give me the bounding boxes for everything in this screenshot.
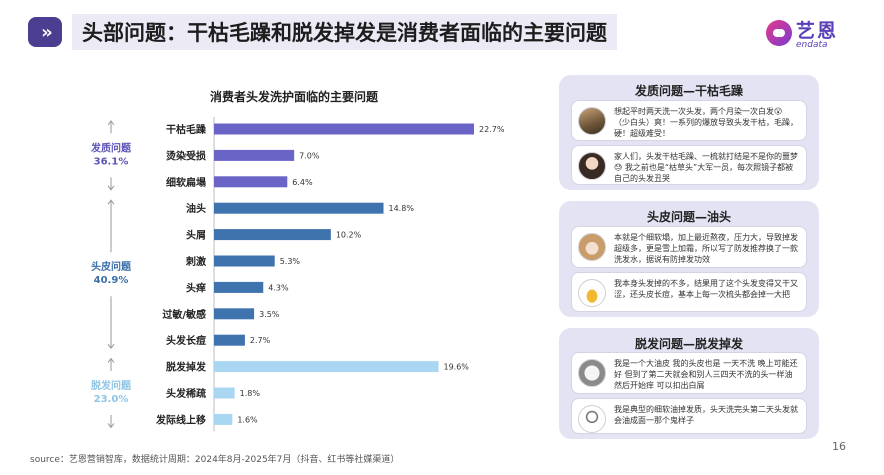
- quote-card: 本就是个细软塌，加上最近熬夜，压力大，导致掉发超级多，更是雪上加霜，所以写了防发…: [571, 226, 807, 268]
- bar: [214, 281, 264, 293]
- quote-text: 家人们，头发干枯毛躁、一梳就打结是不是你的噩梦😓 我之前也是“枯草头”大军一员，…: [614, 152, 798, 183]
- quote-card: 家人们，头发干枯毛躁、一梳就打结是不是你的噩梦😓 我之前也是“枯草头”大军一员，…: [571, 145, 807, 185]
- data-label: 10.2%: [336, 231, 362, 240]
- category-label: 头屑: [186, 229, 206, 242]
- bar: [214, 123, 474, 135]
- panel-title: 脱发问题—脱发掉发: [634, 337, 743, 351]
- data-label: 14.8%: [389, 204, 415, 213]
- quote-text: 本就是个细软塌，加上最近熬夜，压力大，导致掉发超级多，更是雪上加霜，所以写了防发…: [614, 233, 798, 264]
- bar-chart: 干枯毛躁 22.7% 烫染受损 7.0% 细软扁塌 6.4% 油头 14.8% 头屑 10.2% 刺…: [90, 117, 505, 432]
- chart-title: 消费者头发洗护面临的主要问题: [210, 90, 379, 104]
- bar: [214, 176, 288, 188]
- category-label: 发际线上移: [155, 413, 206, 426]
- category-label: 头发长痘: [166, 334, 206, 347]
- category-label: 头痒: [186, 281, 206, 294]
- group-share: 36.1%: [94, 156, 129, 167]
- arrow-down-icon: [107, 343, 115, 350]
- data-label: 6.4%: [292, 178, 313, 187]
- chevron-right-icon: »: [28, 17, 62, 47]
- bar: [214, 229, 331, 241]
- cat-avatar: [578, 359, 606, 387]
- panel-title: 头皮问题—油头: [646, 210, 731, 224]
- photo-avatar: [578, 233, 606, 261]
- logo-mark-icon: [766, 20, 792, 46]
- quote-card: 我是一个大油皮 我的头皮也是 一天不洗 晚上可能还好 但到了第二天就会和别人三四…: [571, 352, 807, 394]
- bar: [214, 308, 255, 320]
- panel-hair-loss: 脱发问题—脱发掉发 我是一个大油皮 我的头皮也是 一天不洗 晚上可能还好 但到了…: [559, 328, 819, 439]
- data-label: 2.7%: [250, 336, 271, 345]
- category-label: 干枯毛躁: [166, 123, 206, 136]
- group-label: 头皮问题: [91, 260, 132, 273]
- pineapple-avatar: [578, 279, 606, 307]
- group-share: 23.0%: [94, 394, 129, 405]
- arrow-down-icon: [107, 423, 115, 429]
- category-label: 刺激: [185, 255, 206, 268]
- data-label: 22.7%: [479, 125, 505, 134]
- arrow-up-icon: [107, 199, 115, 205]
- page-title: 头部问题：干枯毛躁和脱发掉发是消费者面临的主要问题: [72, 14, 617, 50]
- source-note: source：艺恩营销智库，数据统计周期：2024年8月-2025年7月（抖音、…: [30, 455, 400, 465]
- category-label: 过敏/敏感: [162, 308, 206, 321]
- category-label: 烫染受损: [166, 149, 206, 162]
- bar: [214, 334, 245, 346]
- quote-text: 我本身头发掉的不多，结果用了这个头发变得又干又涩，还头皮长痘，基本上每一次梳头都…: [614, 279, 798, 299]
- data-label: 3.5%: [259, 310, 280, 319]
- group-share: 40.9%: [94, 275, 129, 286]
- data-label: 19.6%: [443, 363, 469, 372]
- category-label: 头发稀疏: [166, 387, 206, 400]
- group-label: 脱发问题: [91, 379, 132, 392]
- bar: [214, 202, 384, 214]
- category-label: 油头: [186, 202, 206, 215]
- bar: [214, 413, 233, 425]
- photo-avatar: [578, 152, 606, 180]
- bar: [214, 149, 295, 161]
- category-label: 脱发掉发: [166, 361, 207, 374]
- bar: [214, 255, 275, 267]
- data-label: 5.3%: [280, 257, 301, 266]
- group-label: 发质问题: [90, 141, 132, 154]
- arrow-down-icon: [107, 185, 115, 191]
- arrow-up-icon: [107, 120, 115, 126]
- category-label: 细软扁塌: [166, 176, 206, 189]
- logo-subtext: endata: [796, 40, 828, 50]
- bar: [214, 361, 439, 373]
- arrow-up-icon: [107, 357, 115, 363]
- page-number: 16: [832, 440, 846, 453]
- quote-text: 我是一个大油皮 我的头皮也是 一天不洗 晚上可能还好 但到了第二天就会和别人三四…: [614, 359, 798, 390]
- panel-hair-quality: 发质问题—干枯毛躁 想起平时两天洗一次头发，两个月染一次白发😮（少白头）爽！一系…: [559, 75, 819, 190]
- data-label: 4.3%: [268, 283, 289, 292]
- data-label: 7.0%: [299, 151, 320, 160]
- bar: [214, 387, 235, 399]
- logo-text: 艺恩: [796, 20, 839, 42]
- data-label: 1.6%: [237, 415, 258, 424]
- mirror-avatar: [578, 405, 606, 433]
- brand-logo: 艺恩 endata: [766, 16, 866, 52]
- quote-card: 想起平时两天洗一次头发，两个月染一次白发😮（少白头）爽！一系列的爆放导致头发干枯…: [571, 100, 807, 141]
- quote-card: 我是典型的细软油掉发质，头天洗完头第二天头发就会油成面一那个鬼样子: [571, 398, 807, 434]
- panel-title: 发质问题—干枯毛躁: [634, 84, 743, 98]
- quote-card: 我本身头发掉的不多，结果用了这个头发变得又干又涩，还头皮长痘，基本上每一次梳头都…: [571, 272, 807, 312]
- quote-text: 想起平时两天洗一次头发，两个月染一次白发😮（少白头）爽！一系列的爆放导致头发干枯…: [614, 107, 798, 138]
- panel-scalp: 头皮问题—油头 本就是个细软塌，加上最近熬夜，压力大，导致掉发超级多，更是雪上加…: [559, 201, 819, 317]
- data-label: 1.8%: [240, 389, 261, 398]
- quote-text: 我是典型的细软油掉发质，头天洗完头第二天头发就会油成面一那个鬼样子: [614, 405, 798, 425]
- header: » 头部问题：干枯毛躁和脱发掉发是消费者面临的主要问题 艺恩 endata: [0, 0, 884, 66]
- photo-avatar: [578, 107, 606, 135]
